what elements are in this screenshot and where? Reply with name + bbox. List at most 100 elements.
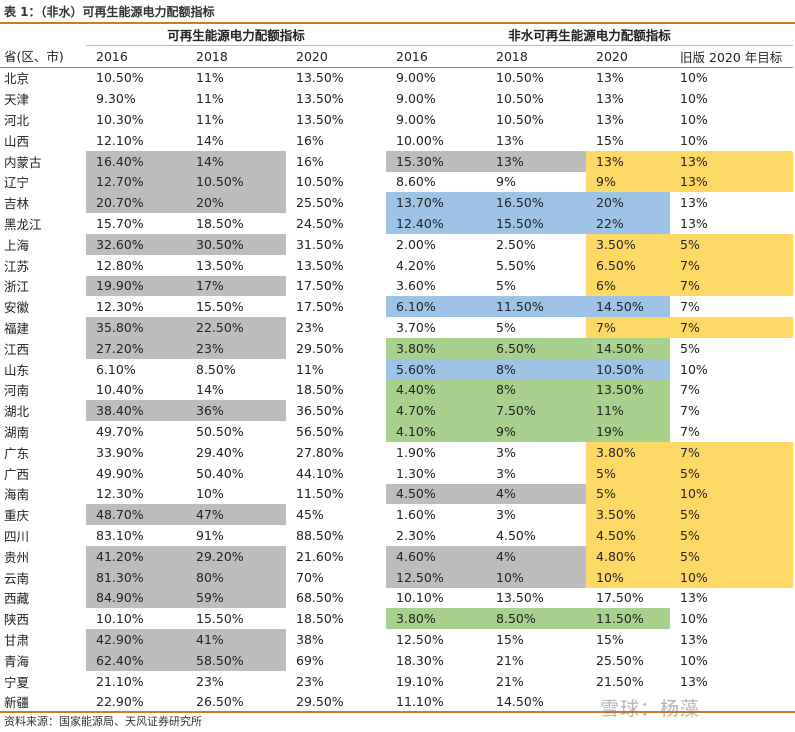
value-cell: 10.50% [496, 70, 544, 86]
value-cell: 13% [680, 195, 708, 211]
value-cell: 49.70% [96, 424, 144, 440]
value-cell: 25.50% [596, 652, 644, 668]
table-row: 北京 10.50% 11% 13.50% 9.00% 10.50% 13% 10% [0, 67, 793, 88]
province-cell: 重庆 [4, 508, 30, 524]
province-cell: 山东 [4, 362, 30, 378]
value-cell: 6.50% [486, 337, 587, 359]
value-cell: 5% [496, 278, 516, 294]
value-cell: 5.60% [386, 358, 487, 380]
bottom-rule [0, 711, 795, 713]
value-cell: 5.50% [496, 257, 536, 273]
value-cell: 2.00% [396, 236, 436, 252]
value-cell: 6.50% [586, 254, 671, 276]
value-cell: 24.50% [296, 216, 344, 232]
value-cell: 13.70% [386, 192, 487, 214]
value-cell: 7% [670, 317, 794, 338]
value-cell: 49.90% [96, 465, 144, 481]
table-row: 江西 27.20% 23% 29.50% 3.80% 6.50% 14.50% 5% [0, 337, 793, 359]
value-cell: 10.50% [296, 174, 344, 190]
value-cell: 10% [680, 361, 708, 377]
value-cell: 4.60% [386, 545, 487, 567]
value-cell: 15% [496, 632, 524, 647]
province-cell: 黑龙江 [4, 217, 42, 233]
value-cell: 13% [670, 150, 794, 172]
value-cell: 15.50% [486, 213, 587, 234]
table-row: 甘肃 42.90% 41% 38% 12.50% 15% 15% 13% [0, 629, 793, 650]
table-title: 表 1：（非水）可再生能源电力配额指标 [4, 5, 215, 19]
value-cell: 20.70% [86, 192, 186, 214]
table-row: 辽宁 12.70% 10.50% 10.50% 8.60% 9% 9% 13% [0, 171, 794, 193]
value-cell: 6.10% [96, 361, 136, 377]
value-cell: 17% [186, 275, 286, 297]
value-cell: 5% [670, 233, 794, 255]
province-cell: 安徽 [4, 300, 30, 316]
value-cell: 91% [196, 528, 224, 544]
value-cell: 9.00% [396, 112, 436, 128]
value-cell: 13.50% [196, 257, 244, 273]
table-row: 重庆 48.70% 47% 45% 1.60% 3% 3.50% 5% [0, 504, 794, 526]
value-cell: 25.50% [296, 195, 344, 211]
value-cell: 10% [680, 132, 708, 148]
value-cell: 3% [496, 507, 516, 523]
value-cell: 15.30% [386, 150, 487, 172]
value-cell: 4.20% [396, 257, 436, 273]
value-cell: 10.40% [96, 382, 144, 398]
column-header: 旧版 2020 年目标 [680, 49, 783, 65]
value-cell: 13% [680, 673, 708, 689]
table-row: 新疆 22.90% 26.50% 29.50% 11.10% 14.50% [0, 692, 793, 713]
value-cell: 88.50% [296, 528, 344, 544]
value-cell: 23% [296, 673, 324, 689]
value-cell: 3.80% [386, 608, 487, 630]
value-cell: 14% [196, 382, 224, 398]
value-cell: 4.50% [386, 483, 487, 505]
renewable-group-header: 可再生能源电力配额指标 [86, 24, 387, 46]
province-cell: 北京 [4, 71, 30, 87]
table-row: 黑龙江 15.70% 18.50% 24.50% 12.40% 15.50% 22% 13% [0, 213, 793, 234]
value-cell: 41.20% [86, 545, 186, 567]
value-cell: 4.80% [586, 545, 671, 567]
value-cell: 5% [496, 320, 516, 336]
value-cell: 50.40% [196, 465, 244, 481]
value-cell: 13.50% [496, 590, 544, 606]
province-cell: 新疆 [4, 695, 30, 711]
value-cell: 7% [680, 382, 700, 398]
value-cell: 7% [670, 275, 794, 297]
value-cell: 11% [586, 400, 671, 422]
table-row: 吉林 20.70% 20% 25.50% 13.70% 16.50% 20% 13% [0, 192, 793, 214]
province-cell: 宁夏 [4, 674, 30, 690]
value-cell: 27.80% [296, 444, 344, 460]
value-cell: 10.10% [96, 611, 144, 627]
table-row: 浙江 19.90% 17% 17.50% 3.60% 5% 6% 7% [0, 275, 794, 297]
value-cell: 11.50% [296, 486, 344, 502]
value-cell: 5% [670, 462, 794, 484]
value-cell: 29.20% [186, 545, 286, 567]
value-cell: 3.80% [586, 441, 671, 463]
value-cell: 12.30% [96, 299, 144, 315]
value-cell: 9% [486, 421, 587, 442]
value-cell: 56.50% [296, 424, 344, 440]
value-cell: 12.40% [386, 213, 487, 234]
value-cell: 11% [296, 361, 324, 377]
value-cell: 7.50% [486, 400, 587, 422]
value-cell: 4.10% [386, 421, 487, 442]
value-cell: 11% [196, 91, 224, 107]
column-header: 省(区、市) [4, 49, 64, 65]
value-cell: 36% [186, 400, 286, 422]
value-cell: 10% [680, 91, 708, 107]
value-cell: 4.70% [386, 400, 487, 422]
table-row: 安徽 12.30% 15.50% 17.50% 6.10% 11.50% 14.50% 7% [0, 296, 793, 318]
value-cell: 21.10% [96, 673, 144, 689]
value-cell: 23% [296, 320, 324, 336]
table-row: 云南 81.30% 80% 70% 12.50% 10% 10% 10% [0, 566, 794, 588]
value-cell: 3.50% [586, 504, 671, 526]
value-cell: 11% [196, 70, 224, 86]
value-cell: 9.00% [396, 70, 436, 86]
value-cell: 3.70% [396, 320, 436, 336]
value-cell: 12.10% [96, 132, 144, 148]
value-cell: 5% [670, 504, 794, 526]
value-cell: 15.50% [196, 299, 244, 315]
value-cell: 10.30% [96, 112, 144, 128]
value-cell: 23% [196, 673, 224, 689]
value-cell: 83.10% [96, 528, 144, 544]
value-cell: 20% [586, 192, 671, 214]
